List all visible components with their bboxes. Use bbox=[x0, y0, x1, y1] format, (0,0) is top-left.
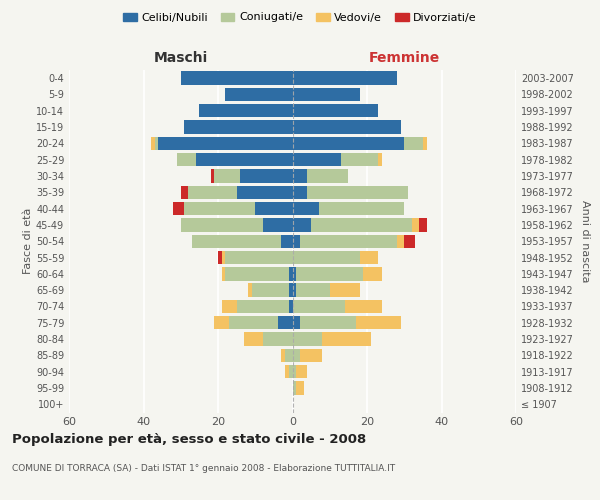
Bar bbox=[236, 186, 293, 199]
Bar bbox=[363, 267, 382, 280]
Bar bbox=[222, 251, 226, 264]
Bar bbox=[263, 218, 293, 232]
Bar bbox=[251, 284, 289, 297]
Bar bbox=[229, 316, 278, 330]
Bar bbox=[289, 284, 293, 297]
Y-axis label: Fasce di età: Fasce di età bbox=[23, 208, 33, 274]
Bar bbox=[248, 284, 251, 297]
Bar bbox=[214, 316, 229, 330]
Bar bbox=[222, 267, 226, 280]
Bar bbox=[404, 234, 415, 248]
Bar bbox=[281, 348, 285, 362]
Bar bbox=[181, 186, 188, 199]
Bar bbox=[412, 218, 419, 232]
Bar bbox=[293, 251, 359, 264]
Bar bbox=[289, 365, 293, 378]
Bar bbox=[419, 218, 427, 232]
Text: Maschi: Maschi bbox=[154, 51, 208, 65]
Bar bbox=[300, 348, 322, 362]
Bar bbox=[293, 348, 300, 362]
Bar bbox=[214, 170, 241, 182]
Bar bbox=[281, 234, 293, 248]
Bar bbox=[300, 234, 397, 248]
Bar bbox=[199, 104, 293, 118]
Bar bbox=[311, 218, 412, 232]
Bar bbox=[173, 202, 184, 215]
Bar bbox=[404, 136, 423, 150]
Legend: Celibi/Nubili, Coniugati/e, Vedovi/e, Divorziati/e: Celibi/Nubili, Coniugati/e, Vedovi/e, Di… bbox=[119, 8, 481, 27]
Bar bbox=[226, 88, 293, 101]
Bar bbox=[278, 316, 293, 330]
Bar bbox=[244, 332, 263, 346]
Bar bbox=[293, 284, 296, 297]
Bar bbox=[300, 316, 356, 330]
Bar bbox=[296, 382, 304, 394]
Bar bbox=[319, 202, 404, 215]
Bar bbox=[296, 365, 307, 378]
Bar bbox=[296, 267, 363, 280]
Bar bbox=[293, 332, 322, 346]
Bar bbox=[293, 316, 300, 330]
Bar bbox=[423, 136, 427, 150]
Bar bbox=[192, 234, 281, 248]
Bar bbox=[184, 120, 293, 134]
Bar bbox=[293, 267, 296, 280]
Bar bbox=[359, 251, 378, 264]
Bar bbox=[236, 300, 289, 313]
Bar bbox=[293, 120, 401, 134]
Y-axis label: Anni di nascita: Anni di nascita bbox=[580, 200, 590, 282]
Bar bbox=[181, 218, 263, 232]
Bar bbox=[255, 202, 293, 215]
Bar bbox=[293, 202, 319, 215]
Bar bbox=[293, 104, 378, 118]
Bar bbox=[293, 170, 307, 182]
Text: COMUNE DI TORRACA (SA) - Dati ISTAT 1° gennaio 2008 - Elaborazione TUTTITALIA.IT: COMUNE DI TORRACA (SA) - Dati ISTAT 1° g… bbox=[12, 464, 395, 473]
Bar bbox=[241, 170, 293, 182]
Bar bbox=[155, 136, 158, 150]
Bar bbox=[330, 284, 359, 297]
Bar bbox=[344, 300, 382, 313]
Bar bbox=[158, 136, 293, 150]
Bar bbox=[341, 153, 378, 166]
Bar bbox=[218, 251, 222, 264]
Bar bbox=[307, 170, 349, 182]
Bar bbox=[293, 136, 404, 150]
Bar bbox=[293, 153, 341, 166]
Text: Femmine: Femmine bbox=[368, 51, 440, 65]
Bar bbox=[293, 186, 307, 199]
Bar bbox=[196, 153, 293, 166]
Bar bbox=[307, 186, 408, 199]
Bar bbox=[222, 300, 236, 313]
Bar bbox=[285, 348, 293, 362]
Bar bbox=[263, 332, 293, 346]
Bar bbox=[289, 300, 293, 313]
Bar bbox=[293, 365, 296, 378]
Bar bbox=[226, 251, 293, 264]
Bar bbox=[177, 153, 196, 166]
Bar bbox=[211, 170, 214, 182]
Bar bbox=[397, 234, 404, 248]
Bar bbox=[289, 267, 293, 280]
Bar bbox=[293, 72, 397, 85]
Bar bbox=[356, 316, 401, 330]
Bar bbox=[293, 300, 344, 313]
Bar bbox=[378, 153, 382, 166]
Bar bbox=[293, 88, 359, 101]
Bar bbox=[184, 202, 255, 215]
Bar bbox=[322, 332, 371, 346]
Bar bbox=[293, 382, 296, 394]
Bar bbox=[151, 136, 155, 150]
Bar bbox=[188, 186, 236, 199]
Bar bbox=[181, 72, 293, 85]
Bar bbox=[293, 234, 300, 248]
Bar bbox=[226, 267, 289, 280]
Bar bbox=[285, 365, 289, 378]
Bar bbox=[296, 284, 330, 297]
Bar bbox=[293, 218, 311, 232]
Text: Popolazione per età, sesso e stato civile - 2008: Popolazione per età, sesso e stato civil… bbox=[12, 432, 366, 446]
